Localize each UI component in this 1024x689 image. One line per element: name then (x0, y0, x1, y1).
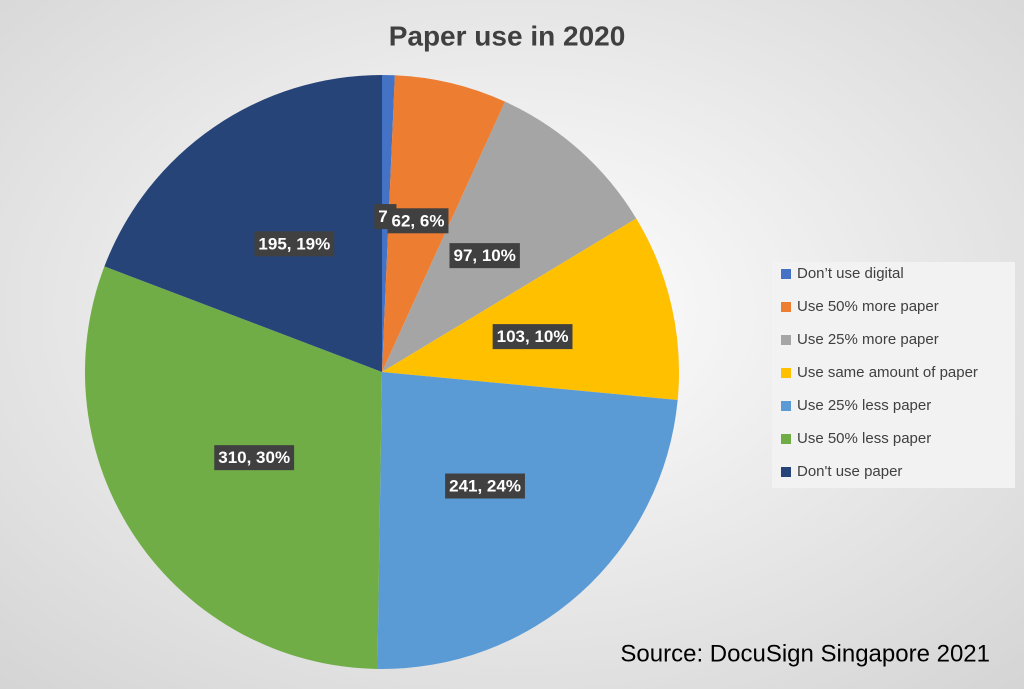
legend-box (772, 262, 1015, 488)
data-label-box (214, 445, 295, 471)
legend-label: Use same amount of paper (797, 364, 978, 381)
legend-label: Don’t use digital (797, 265, 904, 282)
legend-swatch (781, 269, 791, 279)
pie-slice (104, 75, 382, 372)
legend-swatch (781, 401, 791, 411)
pie-slice (377, 372, 678, 669)
data-label: 97, 10% (453, 246, 515, 265)
data-label-box (387, 208, 449, 234)
legend-label: Don't use paper (797, 463, 902, 480)
data-label-box (445, 473, 525, 499)
legend-swatch (781, 335, 791, 345)
legend-swatch (781, 368, 791, 378)
chart-title: Paper use in 2020 (389, 20, 626, 51)
data-label: 241, 24% (449, 477, 521, 496)
legend-label: Use 50% more paper (797, 298, 939, 315)
data-label-box (254, 231, 335, 257)
data-label: 310, 30% (218, 448, 290, 467)
legend-label: Use 50% less paper (797, 430, 931, 447)
legend-swatch (781, 434, 791, 444)
data-label: 103, 10% (497, 327, 569, 346)
data-label: 62, 6% (392, 211, 445, 230)
legend-swatch (781, 467, 791, 477)
legend-label: Use 25% less paper (797, 397, 931, 414)
legend-swatch (781, 302, 791, 312)
data-label-box (492, 324, 573, 350)
data-label-box (449, 243, 520, 269)
pie-slice (382, 218, 679, 400)
data-label: 195, 19% (258, 234, 330, 253)
source-note: Source: DocuSign Singapore 2021 (620, 640, 990, 667)
pie-slice (382, 101, 637, 372)
legend-label: Use 25% more paper (797, 331, 939, 348)
